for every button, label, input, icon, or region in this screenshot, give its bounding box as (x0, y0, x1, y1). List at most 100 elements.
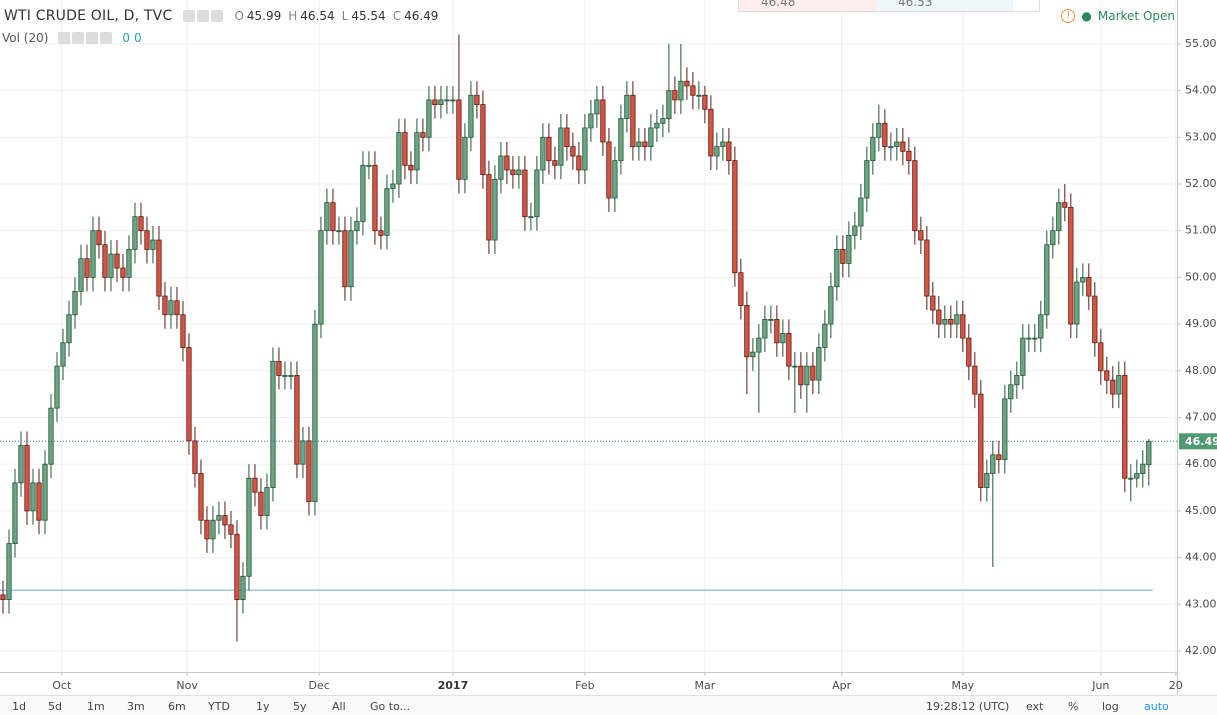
goto-button[interactable]: Go to... (370, 700, 411, 713)
candle-body (750, 351, 756, 358)
candle-body (1146, 440, 1152, 466)
candle-body (384, 188, 390, 236)
y-tick-label: 54.00 (1185, 84, 1217, 97)
candle-body (648, 127, 654, 148)
candle-body (60, 342, 66, 367)
option-button[interactable]: log (1102, 700, 1119, 713)
candle-body (1116, 375, 1122, 395)
candle-body (630, 94, 636, 148)
x-tick-label: 2017 (438, 679, 469, 692)
candle-body (54, 365, 60, 409)
y-tick-label: 51.00 (1185, 224, 1217, 237)
candle-body (972, 365, 978, 395)
option-button[interactable]: ext (1026, 700, 1044, 713)
candle-body (0, 594, 6, 601)
candle-body (312, 323, 318, 502)
candle-body (252, 477, 258, 493)
range-button[interactable]: 6m (168, 700, 186, 713)
candle-body (762, 319, 768, 339)
ohlc-key: H (288, 9, 298, 23)
range-button[interactable]: 1m (87, 700, 105, 713)
candle-body (990, 454, 996, 474)
range-button[interactable]: 5d (48, 700, 62, 713)
ohlc-value: 46.54 (300, 9, 335, 23)
candle-body (888, 146, 894, 149)
candle-body (936, 309, 942, 325)
candle-body (276, 361, 282, 376)
candle-body (816, 347, 822, 381)
volume-label: Vol (20) (2, 31, 49, 45)
candle-body (318, 230, 324, 325)
candle-body (156, 239, 162, 297)
candle-body (594, 99, 600, 115)
candle-body (336, 230, 342, 233)
candle-body (282, 375, 288, 377)
range-button[interactable]: YTD (208, 700, 230, 713)
candle-body (834, 248, 840, 288)
candle-body (924, 239, 930, 297)
candle-body (900, 141, 906, 152)
candle-body (6, 543, 12, 601)
warning-icon[interactable]: ! (1061, 9, 1076, 23)
candle-body (96, 230, 102, 246)
candle-body (396, 132, 402, 185)
candle-body (798, 365, 804, 386)
x-tick-label: Jun (1091, 679, 1109, 692)
candle-body (642, 141, 648, 148)
candle-body (108, 253, 114, 278)
candle-body (150, 239, 156, 250)
candle-body (378, 230, 384, 236)
candle-body (1002, 398, 1008, 460)
candle-body (1014, 375, 1020, 386)
candle-body (84, 258, 90, 278)
candle-body (1032, 337, 1038, 340)
candle-body (498, 155, 504, 180)
candle-body (306, 440, 312, 502)
candle-body (24, 445, 30, 512)
candle-body (348, 230, 354, 288)
candle-body (864, 160, 870, 199)
range-button[interactable]: 1y (256, 700, 270, 713)
candle-body (738, 272, 744, 306)
y-tick-label: 46.00 (1185, 457, 1217, 470)
candle-body (78, 258, 84, 292)
candle-body (510, 169, 516, 176)
range-button[interactable]: 3m (127, 700, 145, 713)
candle-body (72, 291, 78, 316)
price-label: 46.49 (1185, 435, 1217, 448)
bid: 46.48 (739, 0, 876, 11)
candle-body (36, 482, 42, 521)
candle-body (570, 146, 576, 157)
x-tick-label: Nov (176, 679, 198, 692)
y-tick-label: 53.00 (1185, 130, 1217, 143)
candle-body (456, 99, 462, 180)
range-button[interactable]: 1d (12, 700, 26, 713)
header-icons[interactable] (183, 10, 224, 22)
candle-body (870, 136, 876, 162)
range-button[interactable]: All (332, 700, 346, 713)
candle-body (600, 99, 606, 143)
candle-body (1092, 295, 1098, 344)
candle-body (462, 136, 468, 180)
candle-body (558, 127, 564, 166)
quote-box: 46.48 46.53 (738, 0, 1040, 12)
volume-icons[interactable] (58, 32, 113, 44)
candle-body (174, 300, 180, 316)
candle-body (1068, 206, 1074, 325)
y-tick-label: 44.00 (1185, 551, 1217, 564)
candle-body (42, 463, 48, 521)
option-button[interactable]: auto (1144, 700, 1169, 713)
candle-body (720, 141, 726, 148)
ask: 46.53 (876, 0, 1013, 11)
candle-body (366, 164, 372, 167)
candle-body (780, 333, 786, 344)
candle-body (264, 487, 270, 516)
candle-body (216, 515, 222, 521)
ohlc-value: 45.54 (351, 9, 386, 23)
candle-body (840, 248, 846, 264)
option-button[interactable]: % (1068, 700, 1079, 713)
candle-body (684, 80, 690, 87)
x-tick-label: May (951, 679, 974, 692)
candle-body (1038, 314, 1044, 339)
range-button[interactable]: 5y (293, 700, 307, 713)
